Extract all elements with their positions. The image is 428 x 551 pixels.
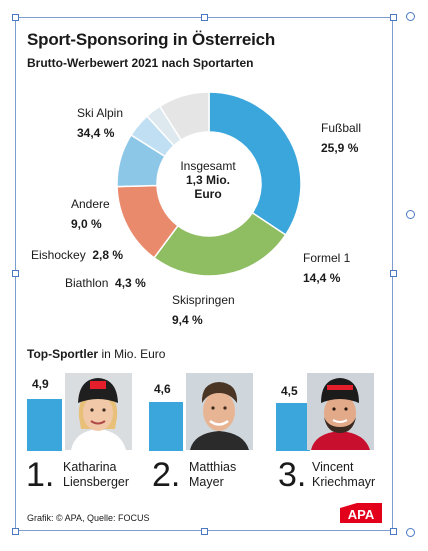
resize-handle-bottom-right[interactable]: [390, 528, 397, 535]
athlete-value-label: 4,9: [32, 377, 49, 391]
heading-bold: Top-Sportler: [27, 347, 99, 361]
slice-label-biathlon: Biathlon 4,3 %: [65, 276, 146, 290]
chart-title: Sport-Sponsoring in Österreich: [27, 30, 276, 49]
athlete-value-label: 4,6: [154, 382, 171, 396]
slice-label-andere: Andere 9,0 %: [71, 194, 110, 234]
source-credit: Grafik: © APA, Quelle: FOCUS: [27, 513, 150, 523]
slice-name: Andere: [71, 197, 110, 211]
athlete-photo: [307, 373, 374, 450]
slice-label-fussball: Fußball 25,9 %: [321, 118, 361, 158]
apa-logo: APA: [340, 503, 382, 523]
slice-name: Ski Alpin: [77, 106, 124, 120]
slice-label-skispringen: Skispringen 9,4 %: [172, 290, 235, 330]
resize-handle-right[interactable]: [390, 270, 397, 277]
athlete-photo: [186, 373, 253, 450]
athlete-rank: 3.: [278, 456, 307, 494]
athlete-value-bar: [276, 403, 310, 451]
resize-handle-left[interactable]: [12, 270, 19, 277]
resize-handle-bottom[interactable]: [201, 528, 208, 535]
slice-label-formel-1: Formel 1 14,4 %: [303, 248, 350, 288]
center-line-2: 1,3 Mio.: [185, 173, 230, 187]
resize-handle-top[interactable]: [201, 14, 208, 21]
slice-percent: 2,8 %: [92, 248, 124, 262]
athlete-first-name: Matthias: [189, 460, 237, 474]
athlete-name: Matthias Mayer: [189, 460, 236, 490]
athlete-value-label: 4,5: [281, 384, 298, 398]
slice-name: Eishockey: [31, 248, 86, 262]
slice-label-ski-alpin: Ski Alpin 34,4 %: [77, 103, 123, 143]
resize-handle-bottom-left[interactable]: [12, 528, 19, 535]
rotate-handle-middle-right[interactable]: [406, 210, 415, 219]
athlete-last-name: Kriechmayr: [312, 475, 376, 489]
chart-subtitle: Brutto-Werbewert 2021 nach Sportarten: [27, 56, 254, 70]
slice-label-eishockey: Eishockey 2,8 %: [31, 248, 123, 262]
athlete-first-name: Katharina: [63, 460, 117, 474]
donut-slice-ski-alpin: [208, 91, 302, 236]
resize-handle-top-left[interactable]: [12, 14, 19, 21]
slice-percent: 25,9 %: [321, 141, 359, 155]
slice-percent: 34,4 %: [77, 126, 115, 140]
slice-percent: 4,3 %: [115, 276, 146, 290]
athlete-value-bar: [27, 399, 62, 451]
athlete-first-name: Vincent: [312, 460, 354, 474]
athlete-value-bar: [149, 402, 183, 451]
heading-rest: in Mio. Euro: [98, 347, 166, 361]
athlete-last-name: Mayer: [189, 475, 224, 489]
athlete-rank: 2.: [152, 456, 181, 494]
athlete-name: Vincent Kriechmayr: [312, 460, 375, 490]
athlete-last-name: Liensberger: [63, 475, 130, 489]
center-line-3: Euro: [194, 187, 222, 201]
slice-name: Formel 1: [303, 251, 351, 265]
resize-handle-top-right[interactable]: [390, 14, 397, 21]
rotate-handle-top-right[interactable]: [406, 12, 415, 21]
donut-slice-andere: [158, 91, 210, 142]
svg-text:APA: APA: [348, 507, 375, 522]
athlete-name: Katharina Liensberger: [63, 460, 129, 490]
slice-percent: 9,4 %: [172, 313, 203, 327]
slice-name: Fußball: [321, 121, 362, 135]
slice-name: Biathlon: [65, 276, 109, 290]
center-line-1: Insgesamt: [180, 159, 236, 173]
top-sportler-heading: Top-Sportler in Mio. Euro: [27, 347, 165, 361]
slice-percent: 14,4 %: [303, 271, 341, 285]
rotate-handle-bottom-right[interactable]: [406, 528, 415, 537]
slice-percent: 9,0 %: [71, 217, 102, 231]
athlete-photo: [65, 373, 132, 450]
slice-name: Skispringen: [172, 293, 235, 307]
athlete-rank: 1.: [26, 456, 55, 494]
donut-center-total: Insgesamt 1,3 Mio. Euro: [170, 159, 246, 201]
